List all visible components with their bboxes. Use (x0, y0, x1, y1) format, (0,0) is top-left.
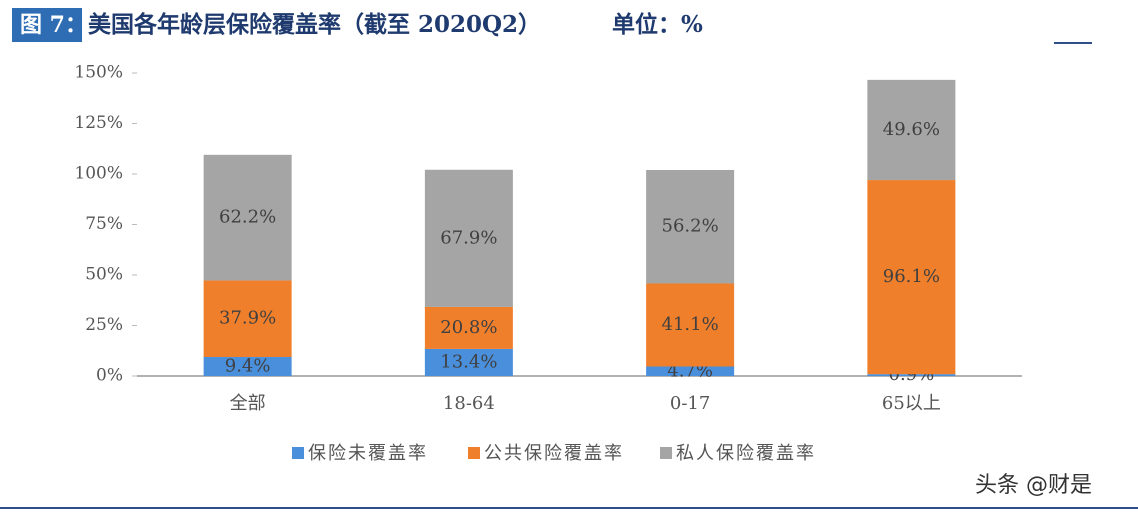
y-tick-label: 150% (74, 63, 123, 83)
watermark: 头条 @财是 (975, 473, 1092, 498)
bar-segment (203, 280, 292, 358)
value-label: 20.8% (440, 317, 497, 338)
x-tick-label: 65以上 (882, 393, 941, 414)
value-label: 49.6% (883, 119, 940, 140)
value-label: 96.1% (883, 266, 940, 287)
bar-segment (424, 169, 513, 307)
legend-swatch (660, 447, 672, 459)
y-tick-label: 100% (74, 164, 123, 184)
legend-swatch (468, 447, 480, 459)
bar-segment (424, 306, 513, 349)
bar-segment (424, 348, 513, 376)
value-label: 62.2% (219, 207, 276, 228)
chart-title: 美国各年龄层保险覆盖率（截至 2020Q2） (88, 11, 541, 38)
legend-swatch (292, 447, 304, 459)
value-label: 13.4% (440, 351, 497, 372)
figure-label-box (12, 8, 82, 42)
unit-note: 单位：% (612, 11, 703, 38)
legend-label: 公共保险覆盖率 (484, 443, 624, 464)
bar-segment (646, 366, 735, 376)
value-label: 56.2% (662, 216, 719, 237)
value-label: 9.4% (225, 356, 271, 377)
bar-segment (646, 283, 735, 367)
y-tick-label: 75% (85, 214, 123, 234)
y-tick-label: 25% (85, 315, 123, 335)
bar-segment (867, 79, 956, 181)
bar-segment (203, 357, 292, 376)
bar-segment (867, 180, 956, 375)
figure-label: 图 7： (20, 12, 87, 38)
value-label: 37.9% (219, 308, 276, 329)
bar-segment (646, 169, 735, 284)
x-tick-label: 18-64 (443, 393, 495, 414)
y-tick-label: 50% (85, 265, 123, 285)
y-tick-label: 0% (96, 366, 123, 386)
bar-segment (203, 154, 292, 281)
value-label: 67.9% (440, 227, 497, 248)
legend-label: 保险未覆盖率 (308, 443, 428, 464)
bar-segment (867, 374, 956, 376)
value-label: 41.1% (662, 314, 719, 335)
x-tick-label: 全部 (230, 393, 266, 414)
x-tick-label: 0-17 (670, 393, 710, 414)
y-tick-label: 125% (74, 113, 123, 133)
legend-label: 私人保险覆盖率 (676, 443, 816, 464)
